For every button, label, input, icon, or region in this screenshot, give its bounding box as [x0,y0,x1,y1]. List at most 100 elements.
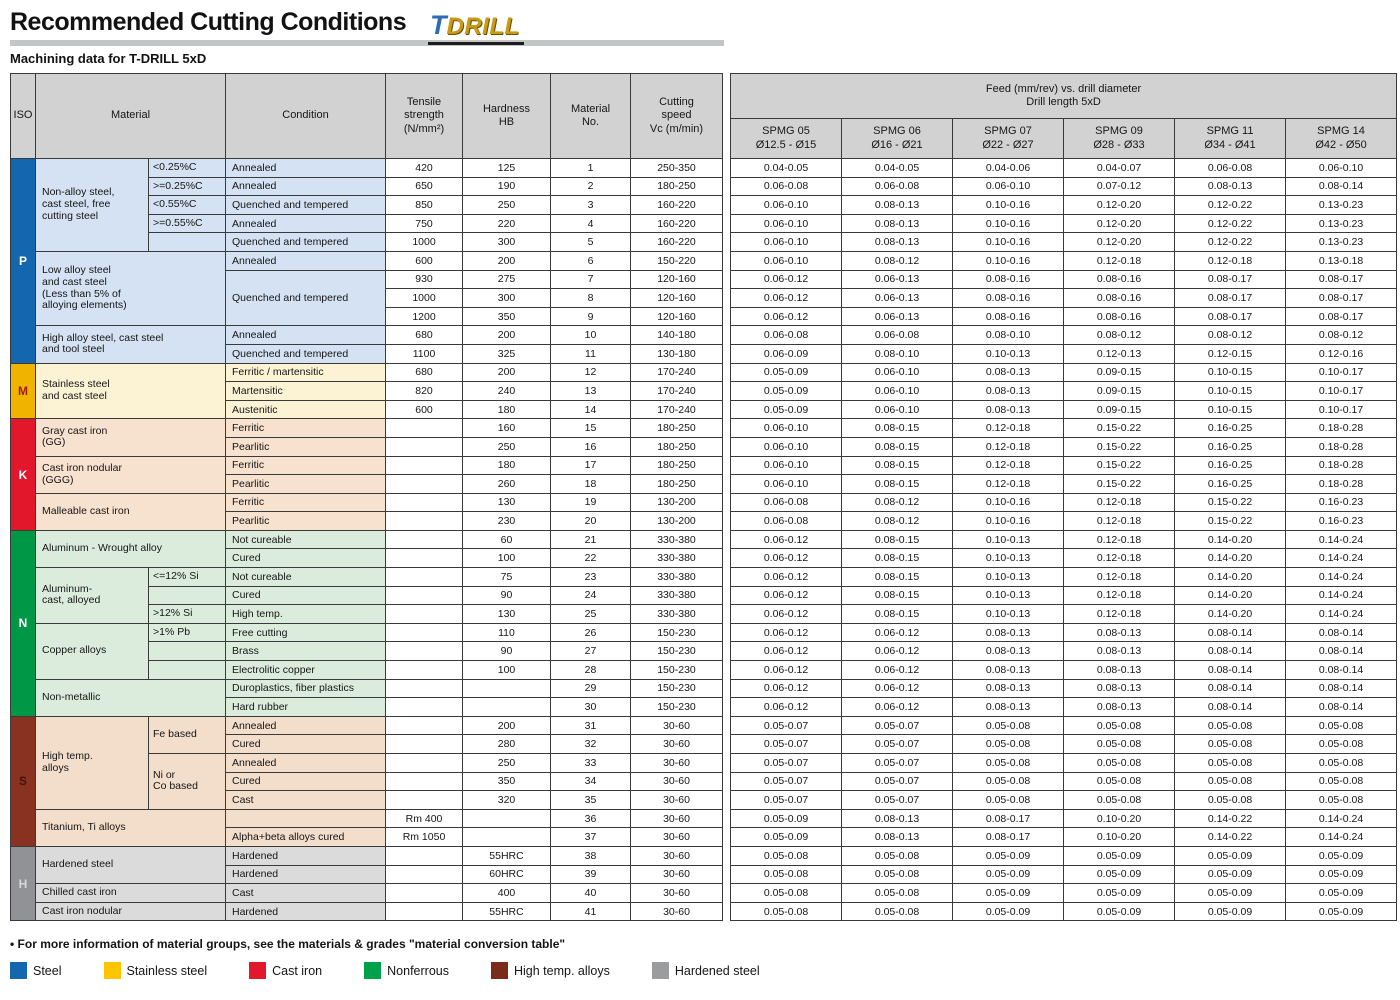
feed-cell: 0.08-0.13 [1063,641,1175,662]
material-name-cell: Stainless steel and cast steel [35,362,226,420]
feed-column-header: SPMG 07 Ø22 - Ø27 [952,118,1064,159]
feed-cell: 0.10-0.13 [952,343,1064,364]
feed-cell: 0.12-0.18 [1174,250,1286,271]
page-header: Recommended Cutting Conditions TDRILL Ma… [10,8,724,66]
feed-cell: 0.05-0.08 [952,715,1064,736]
cutting-speed-cell: 160-220 [630,195,723,215]
feed-cell: 0.14-0.22 [1174,808,1286,829]
column-spacer [722,288,731,308]
feed-cell: 0.10-0.13 [952,529,1064,550]
feed-cell: 0.05-0.09 [730,827,842,847]
hardness-cell: 240 [462,381,551,401]
feed-cell: 0.08-0.14 [1174,622,1286,643]
table-row: Quenched and tempered 930 275 7 120-160 0.06-… [11,269,1398,327]
header-row-1: ISO Material Condition Tensile strength … [10,73,1398,159]
cutting-conditions-table: ISO Material Condition Tensile strength … [10,73,1398,922]
column-spacer [722,232,731,252]
column-spacer [722,827,731,847]
feed-cell: 0.08-0.17 [1284,269,1398,290]
feed-cell: 0.08-0.17 [952,808,1064,829]
feed-cell: 0.10-0.15 [1174,399,1286,420]
legend-label: Nonferrous [387,963,449,978]
hardness-cell: 250 [462,195,551,215]
tensile-strength-cell [385,455,463,476]
condition-cell: Annealed [225,753,386,773]
condition-cell: Hardened [225,864,386,885]
feed-cell: 0.12-0.18 [1063,567,1175,587]
feed-cell: 0.08-0.13 [952,678,1064,699]
feed-cell: 0.12-0.16 [1284,343,1398,364]
feed-cell: 0.08-0.13 [952,697,1064,717]
tensile-strength-cell [385,511,463,531]
cutting-speed-cell: 30-60 [630,715,723,736]
feed-cell: 0.08-0.16 [952,288,1064,308]
feed-cell: 0.05-0.09 [730,808,842,829]
condition-cell: Ferritic [225,455,386,476]
feed-cell: 0.13-0.23 [1284,213,1398,234]
column-spacer [722,716,731,735]
feed-cell: 0.14-0.24 [1284,567,1398,587]
hardness-column-header: Hardness HB [462,73,551,159]
feed-cell: 0.05-0.08 [730,883,842,903]
column-spacer [722,493,731,512]
page-subtitle: Machining data for T-DRILL 5xD [10,51,207,66]
feed-cell: 0.16-0.25 [1174,474,1286,494]
feed-cell: 0.06-0.12 [730,288,842,308]
condition-cell: Martensitic [225,381,386,401]
hardness-cell: 400 [462,883,551,903]
feed-cell: 0.08-0.16 [1063,288,1175,308]
material-no-cell: 22 [550,548,631,569]
feed-cell: 0.04-0.07 [1063,158,1175,178]
table-row: High alloy steel, cast steel and tool st… [11,325,1398,364]
material-no-cell: 13 [550,381,631,401]
feed-cell: 0.15-0.22 [1063,474,1175,494]
column-spacer [722,586,731,605]
column-spacer [722,456,731,475]
cutting-speed-cell: 30-60 [630,827,723,847]
condition-cell: Ferritic [225,418,386,438]
feed-cell: 0.05-0.09 [1063,845,1175,866]
column-spacer [722,548,731,568]
feed-cell: 0.05-0.09 [1063,864,1175,885]
table-row: Copper alloys >1% Pb Free cutting 110 26 150-… [11,622,1398,680]
material-no-cell: 25 [550,604,631,624]
feed-cell: 0.05-0.09 [1174,845,1286,866]
feed-cell: 0.06-0.13 [841,288,953,308]
column-spacer [722,530,731,549]
cutting-speed-cell: 170-240 [630,399,723,420]
cutting-speed-cell: 330-380 [630,567,723,587]
tensile-strength-cell: 1100 [385,343,463,364]
feed-cell: 0.10-0.13 [952,567,1064,587]
feed-cell: 0.15-0.22 [1174,492,1286,513]
cutting-speed-cell: 150-230 [630,660,723,680]
legend-item: Hardened steel [651,962,760,980]
tdrill-logo: TDRILL [428,10,524,45]
column-spacer [722,809,731,828]
cutting-speed-cell: 330-380 [630,604,723,624]
condition-cell: Not cureable [225,529,386,550]
iso-group-label: H [10,845,36,922]
material-name-cell: Cast iron nodular [35,901,226,922]
feed-cell: 0.06-0.10 [841,381,953,401]
feed-cell: 0.06-0.12 [730,548,842,569]
feed-cell: 0.06-0.12 [841,660,953,680]
feed-cell: 0.12-0.18 [1063,548,1175,569]
column-spacer [722,734,731,754]
feed-cell: 0.08-0.14 [1284,678,1398,699]
table-row: Hard rubber 30 150-230 0.06-0.12 0.06-0.12 0.… [11,697,1398,717]
column-spacer [722,697,731,717]
material-subtype-cell: >1% Pb [148,622,226,643]
material-no-cell: 5 [550,232,631,252]
feed-cell: 0.05-0.08 [1284,753,1398,773]
feed-cell: 0.05-0.08 [952,771,1064,792]
material-subtype-cell: <0.25%C [148,158,226,178]
feed-cell: 0.04-0.05 [730,158,842,178]
feed-cell: 0.12-0.18 [1063,604,1175,624]
feed-cell: 0.08-0.14 [1174,641,1286,662]
feed-cell: 0.06-0.12 [730,306,842,327]
feed-cell: 0.06-0.10 [1284,158,1398,178]
material-no-cell: 33 [550,753,631,773]
feed-column-header: SPMG 11 Ø34 - Ø41 [1174,118,1286,159]
feed-cell: 0.05-0.07 [841,715,953,736]
